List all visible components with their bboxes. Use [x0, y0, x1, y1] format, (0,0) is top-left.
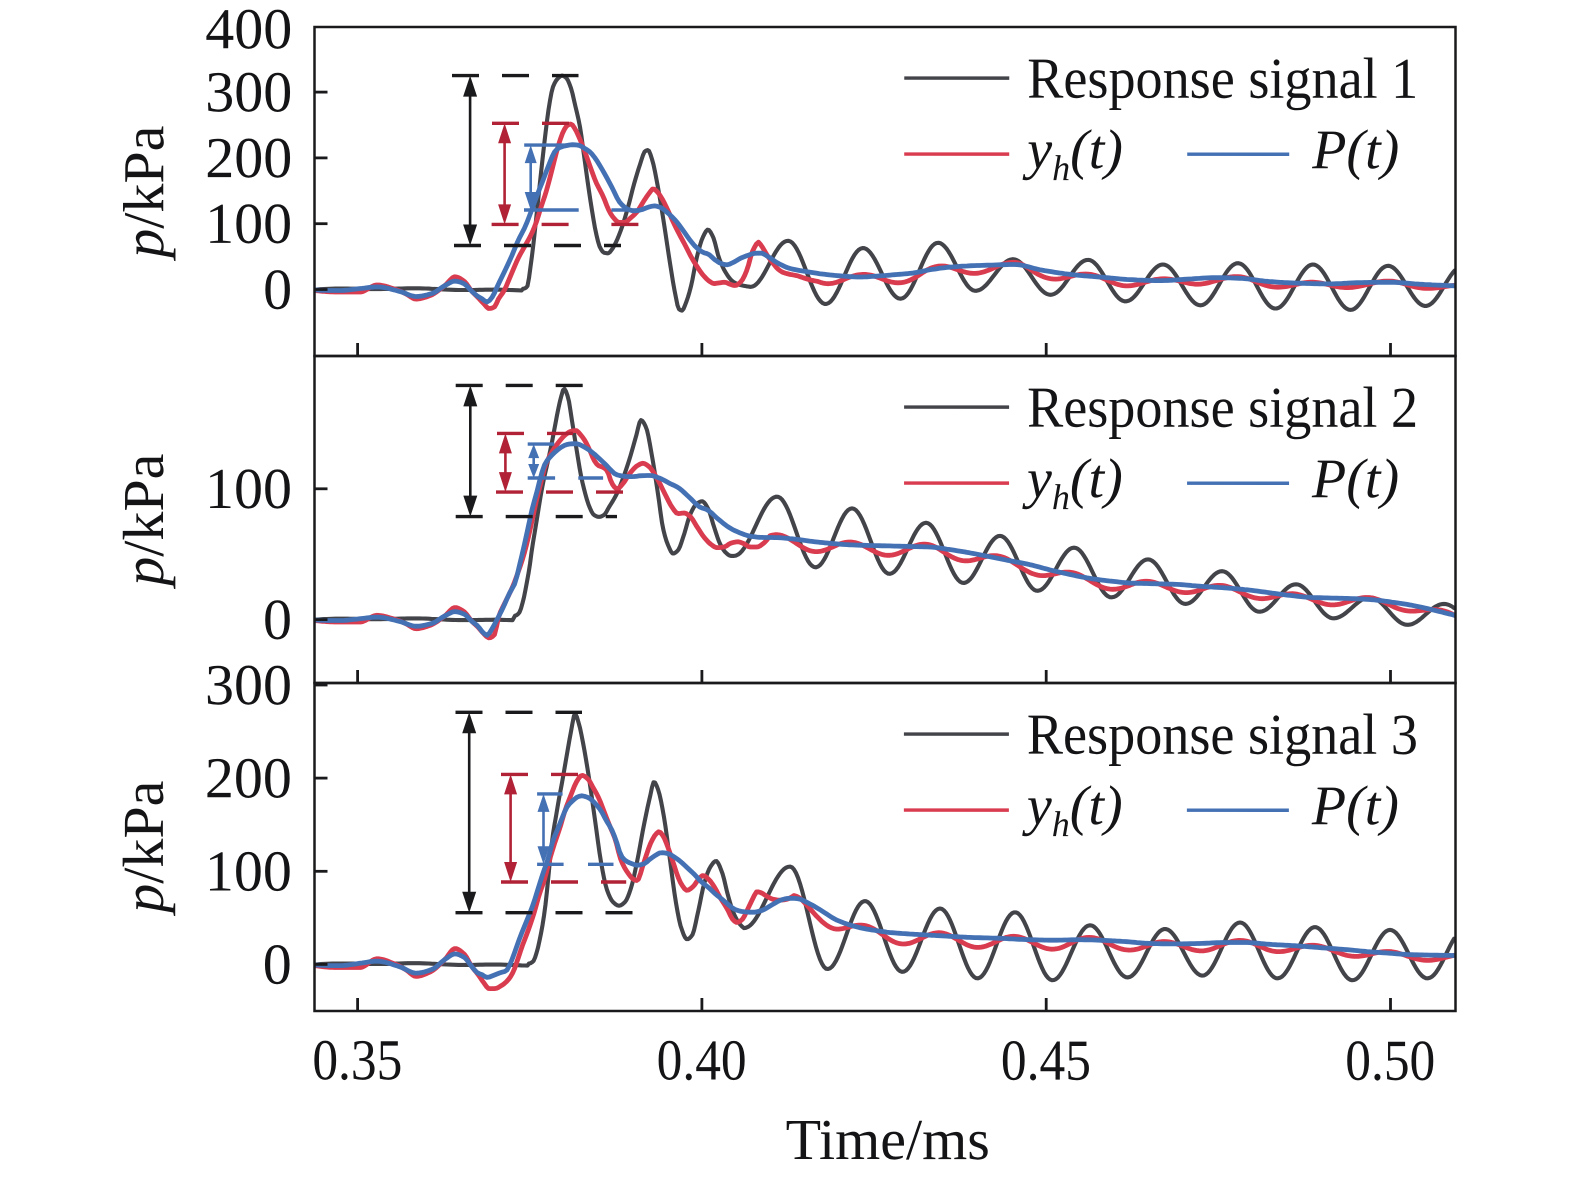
svg-text:p/kPa: p/kPa	[111, 126, 176, 262]
svg-text:300: 300	[205, 652, 292, 717]
svg-text:p/kPa: p/kPa	[111, 781, 176, 917]
svg-text:P(t): P(t)	[1311, 448, 1399, 510]
svg-text:0: 0	[263, 587, 292, 652]
svg-text:200: 200	[205, 125, 292, 190]
svg-text:0.35: 0.35	[312, 1027, 402, 1092]
svg-text:Response signal 1: Response signal 1	[1027, 46, 1418, 111]
svg-text:300: 300	[205, 59, 292, 124]
svg-text:100: 100	[205, 456, 292, 521]
svg-text:yh(t): yh(t)	[1022, 119, 1123, 188]
svg-text:yh(t): yh(t)	[1022, 448, 1123, 517]
svg-text:0.40: 0.40	[657, 1027, 747, 1092]
svg-text:Response signal 3: Response signal 3	[1027, 702, 1418, 767]
svg-text:400: 400	[205, 0, 292, 61]
svg-text:0.50: 0.50	[1345, 1028, 1435, 1093]
svg-text:0: 0	[263, 257, 292, 322]
svg-text:Response signal 2: Response signal 2	[1027, 375, 1418, 440]
svg-text:0: 0	[263, 932, 292, 997]
svg-text:Time/ms: Time/ms	[786, 1107, 990, 1172]
svg-text:p/kPa: p/kPa	[111, 454, 176, 590]
svg-text:100: 100	[205, 838, 292, 903]
svg-text:0.45: 0.45	[1001, 1028, 1091, 1093]
svg-text:yh(t): yh(t)	[1022, 775, 1123, 844]
svg-text:100: 100	[205, 191, 292, 256]
svg-text:200: 200	[205, 745, 292, 810]
svg-text:P(t): P(t)	[1311, 119, 1399, 181]
svg-text:P(t): P(t)	[1311, 775, 1399, 837]
